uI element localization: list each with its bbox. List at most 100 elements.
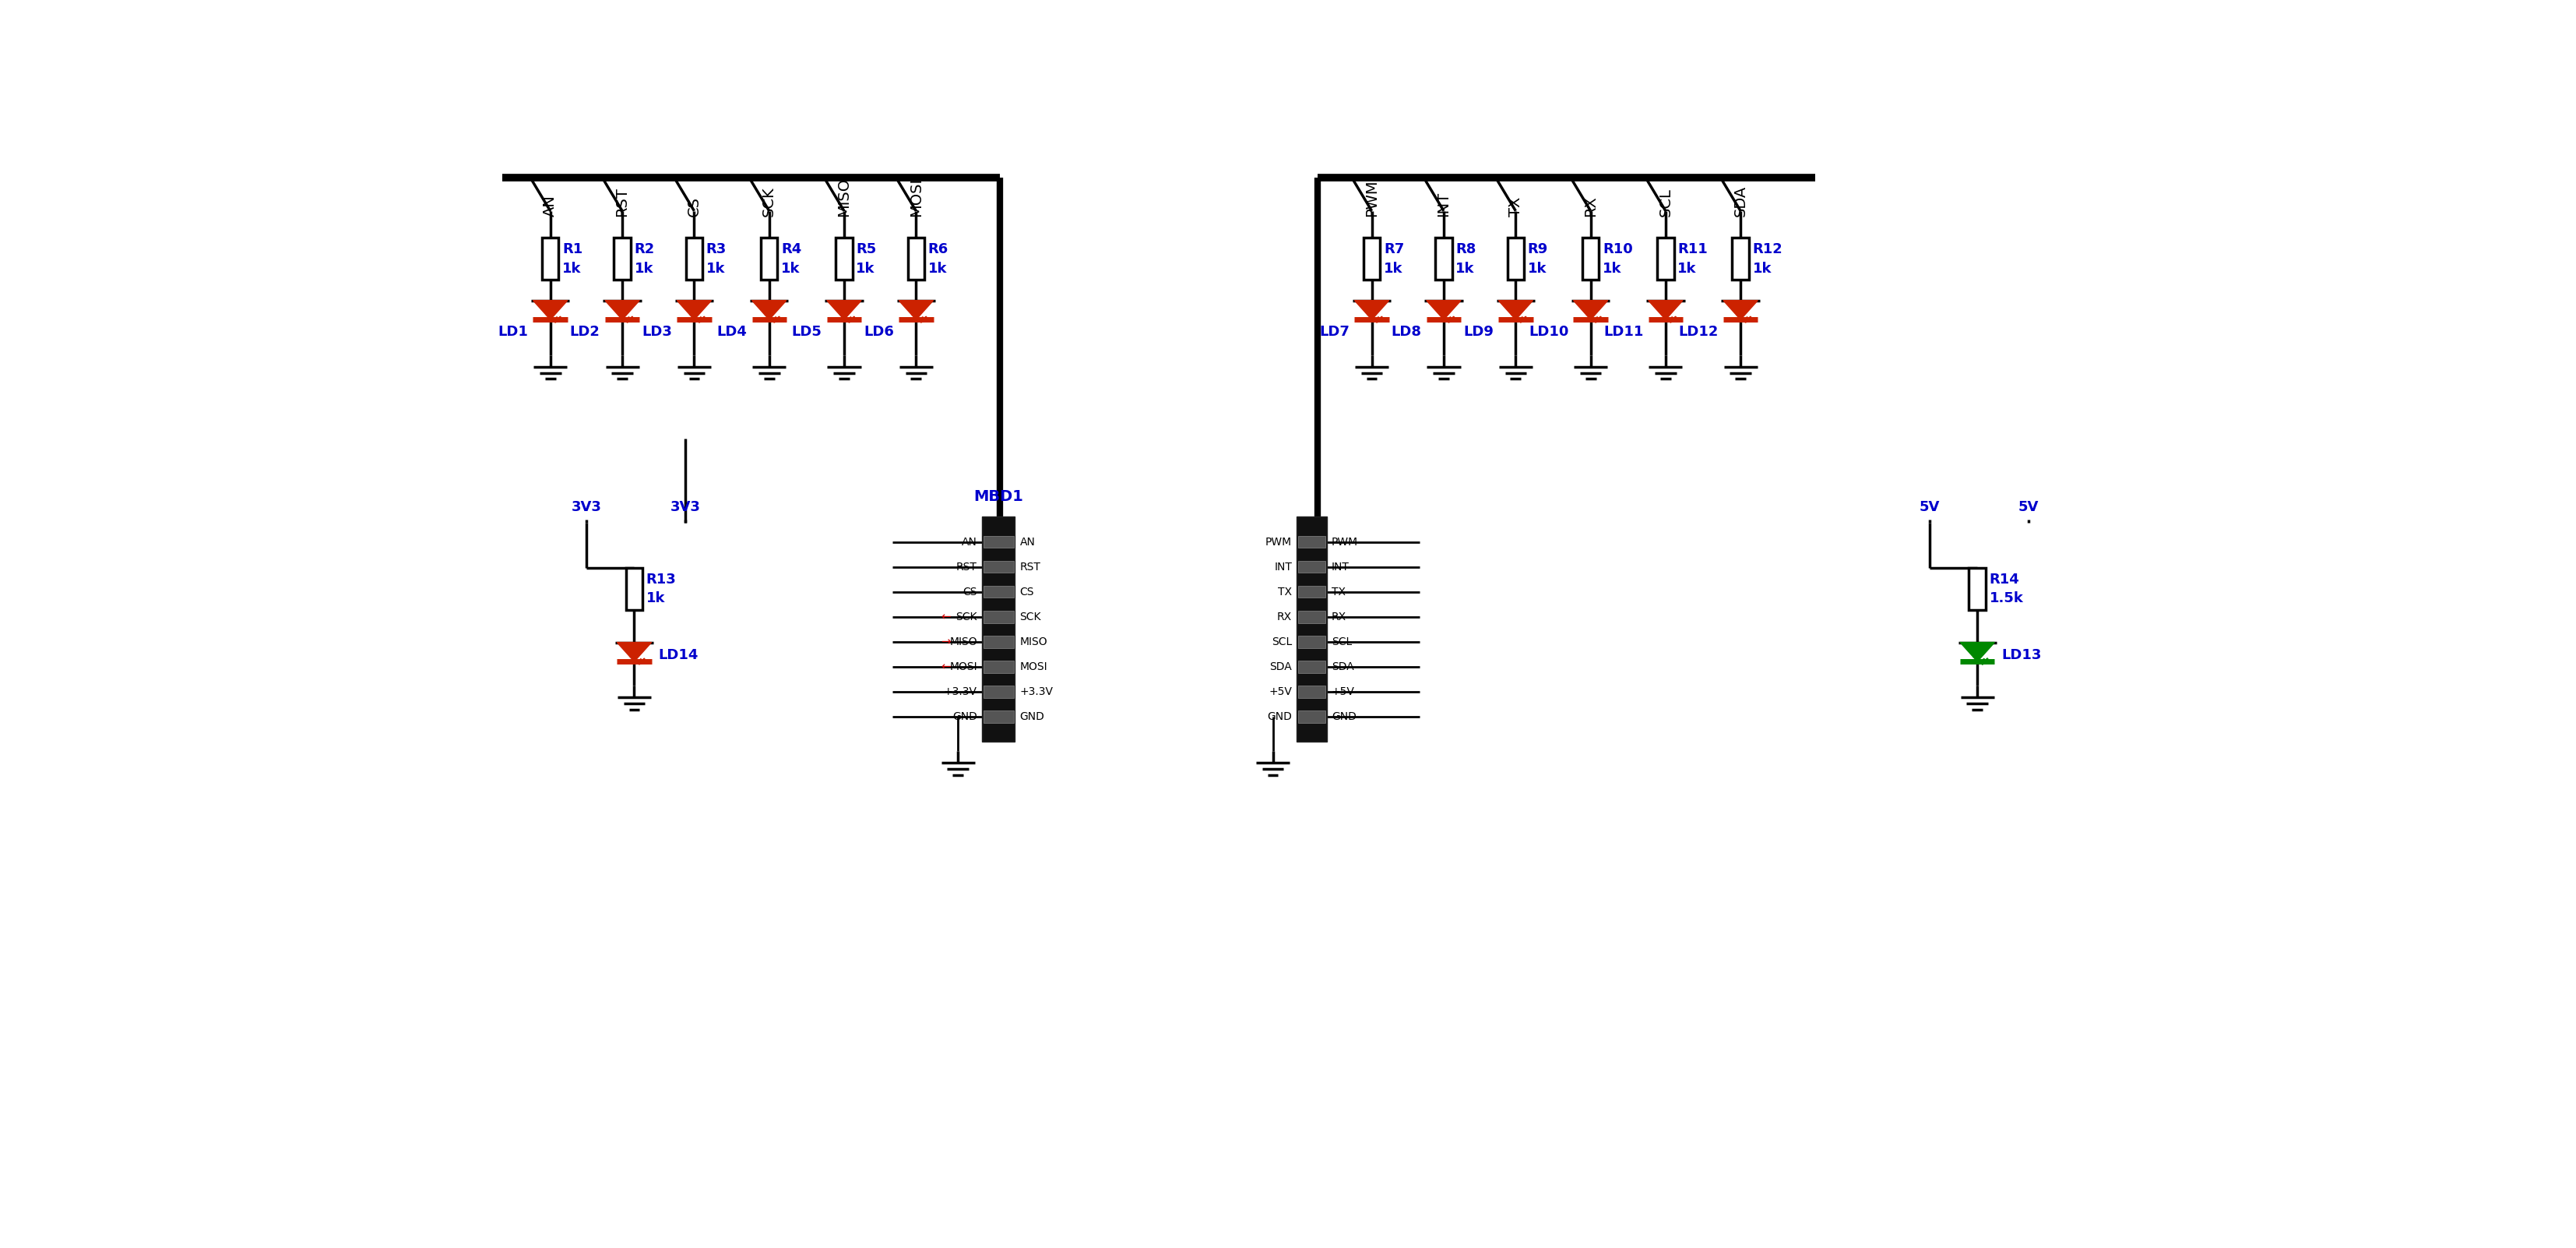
Bar	[1298, 585, 1327, 598]
Bar	[541, 238, 559, 280]
Text: SCK: SCK	[762, 187, 775, 217]
Text: R6: R6	[927, 242, 948, 256]
Text: MISO: MISO	[1020, 636, 1048, 648]
Text: CS: CS	[963, 587, 976, 598]
Polygon shape	[752, 301, 786, 319]
Text: 5V: 5V	[2017, 500, 2038, 514]
Text: SDA: SDA	[1270, 661, 1293, 673]
Text: SDA: SDA	[1332, 661, 1355, 673]
Bar	[1298, 661, 1327, 673]
Text: SCL: SCL	[1659, 188, 1672, 217]
Text: →: →	[1306, 587, 1316, 598]
Polygon shape	[899, 301, 933, 319]
Text: RX: RX	[1332, 612, 1347, 623]
Bar	[984, 535, 1015, 548]
Text: +3.3V: +3.3V	[943, 686, 976, 698]
Text: 5V: 5V	[1919, 500, 1940, 514]
Text: +5V: +5V	[1332, 686, 1355, 698]
Polygon shape	[1427, 301, 1461, 319]
Text: LD1: LD1	[497, 324, 528, 338]
Text: LD7: LD7	[1319, 324, 1350, 338]
Text: MISO: MISO	[837, 178, 853, 217]
Text: AN: AN	[544, 195, 556, 217]
Polygon shape	[677, 301, 711, 319]
Bar	[984, 585, 1015, 598]
Bar	[1298, 686, 1327, 698]
Bar	[981, 517, 1015, 741]
Polygon shape	[1499, 301, 1533, 319]
Text: RX: RX	[1278, 612, 1293, 623]
Text: R8: R8	[1455, 242, 1476, 256]
Text: 1k: 1k	[706, 262, 726, 276]
Bar	[907, 238, 925, 280]
Bar	[613, 238, 631, 280]
Bar	[984, 686, 1015, 698]
Text: MOSI: MOSI	[909, 178, 922, 217]
Text: R9: R9	[1528, 242, 1548, 256]
Text: LD4: LD4	[716, 324, 747, 338]
Text: +5V: +5V	[1270, 686, 1293, 698]
Bar	[984, 661, 1015, 673]
Text: LD9: LD9	[1463, 324, 1494, 338]
Polygon shape	[827, 301, 860, 319]
Text: +3.3V: +3.3V	[1020, 686, 1054, 698]
Text: INT: INT	[1437, 192, 1450, 217]
Text: LD6: LD6	[863, 324, 894, 338]
Bar	[984, 610, 1015, 623]
Polygon shape	[1574, 301, 1607, 319]
Polygon shape	[1649, 301, 1682, 319]
Text: AN: AN	[1020, 537, 1036, 548]
Text: SCK: SCK	[956, 612, 976, 623]
Text: 1k: 1k	[1752, 262, 1772, 276]
Text: LD3: LD3	[641, 324, 672, 338]
Text: CS: CS	[688, 197, 701, 217]
Text: GND: GND	[953, 711, 976, 723]
Text: TX: TX	[1332, 587, 1345, 598]
Text: SCL: SCL	[1273, 636, 1293, 648]
Text: MOSI: MOSI	[951, 661, 976, 673]
Polygon shape	[1960, 643, 1994, 661]
Bar	[984, 635, 1015, 648]
Text: →: →	[1306, 636, 1316, 648]
Bar	[984, 560, 1015, 573]
Text: MOSI: MOSI	[1020, 661, 1048, 673]
Text: R5: R5	[855, 242, 876, 256]
Text: 1k: 1k	[1677, 262, 1698, 276]
Polygon shape	[605, 301, 639, 319]
Text: 1k: 1k	[562, 262, 582, 276]
Bar	[1298, 560, 1327, 573]
Bar	[1731, 238, 1749, 280]
Text: TX: TX	[1278, 587, 1293, 598]
Text: LD5: LD5	[791, 324, 822, 338]
Text: PWM: PWM	[1265, 537, 1293, 548]
Text: TX: TX	[1510, 197, 1522, 217]
Bar	[685, 238, 703, 280]
Polygon shape	[1355, 301, 1388, 319]
Polygon shape	[533, 301, 567, 319]
Text: 1k: 1k	[1455, 262, 1476, 276]
Text: R7: R7	[1383, 242, 1404, 256]
Text: 3V3: 3V3	[670, 500, 701, 514]
Bar	[1296, 517, 1327, 741]
Text: ↔: ↔	[1306, 661, 1316, 673]
Text: 1k: 1k	[647, 592, 665, 605]
Text: GND: GND	[1332, 711, 1358, 723]
Text: LD12: LD12	[1680, 324, 1718, 338]
Text: R3: R3	[706, 242, 726, 256]
Text: MISO: MISO	[951, 636, 976, 648]
Text: PWM: PWM	[1332, 537, 1358, 548]
Bar	[835, 238, 853, 280]
Text: 1k: 1k	[855, 262, 876, 276]
Text: R2: R2	[634, 242, 654, 256]
Text: R12: R12	[1752, 242, 1783, 256]
Bar	[1298, 610, 1327, 623]
Text: 1k: 1k	[634, 262, 654, 276]
Bar	[1968, 568, 1986, 610]
Text: GND: GND	[1020, 711, 1046, 723]
Text: 1k: 1k	[1602, 262, 1623, 276]
Text: LD11: LD11	[1602, 324, 1643, 338]
Text: 1k: 1k	[781, 262, 801, 276]
Text: INT: INT	[1275, 562, 1293, 573]
Bar	[626, 568, 641, 610]
Text: RST: RST	[616, 187, 629, 217]
